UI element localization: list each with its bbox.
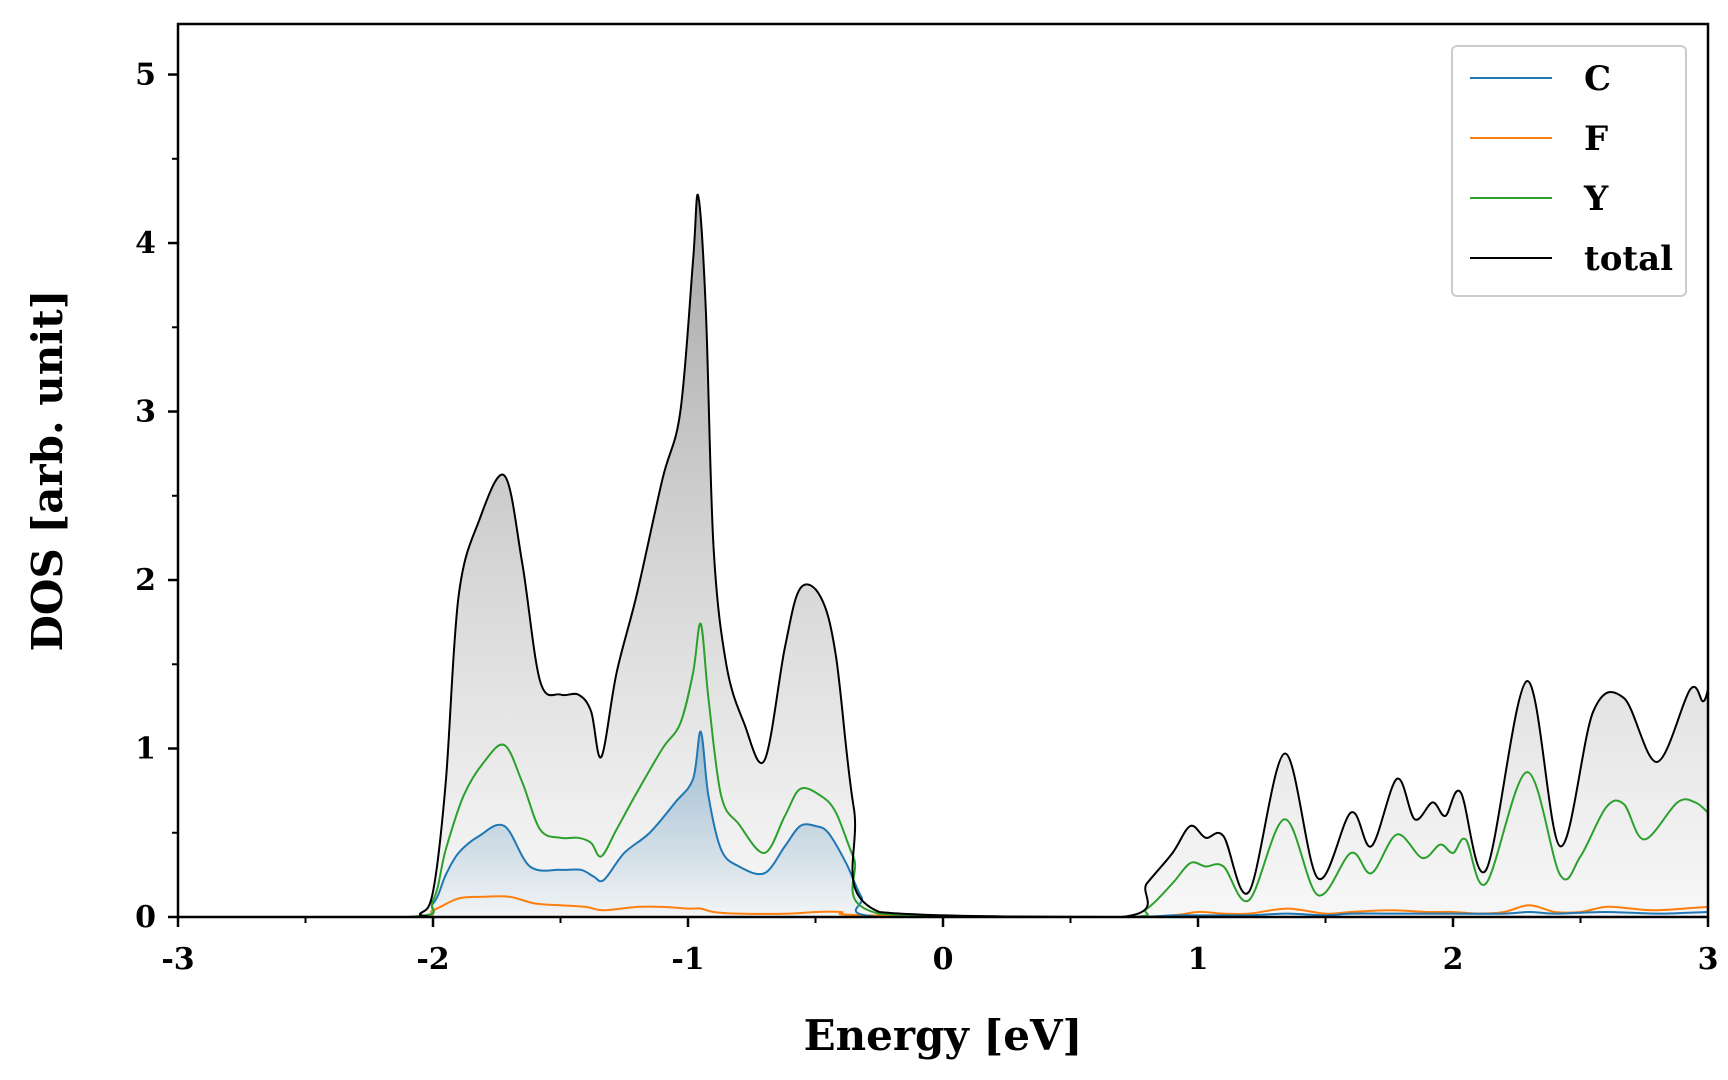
x-tick-label: -3 — [161, 942, 194, 977]
x-tick-label: 0 — [933, 942, 954, 977]
x-tick-label: -2 — [416, 942, 449, 977]
y-tick-label: 3 — [135, 395, 156, 430]
x-tick-label: 2 — [1443, 942, 1464, 977]
x-tick-label: 1 — [1188, 942, 1209, 977]
legend-box — [1451, 45, 1687, 297]
legend-label-total: total — [1584, 239, 1673, 279]
series-line-Y — [178, 622, 1709, 918]
y-tick-label: 0 — [135, 900, 156, 935]
legend-label-Y: Y — [1583, 179, 1609, 219]
y-tick-label: 4 — [135, 226, 156, 261]
ticks: -3 -2 -1 0 1 2 3 0 1 2 3 4 5 — [135, 58, 1718, 977]
legend-label-F: F — [1584, 119, 1608, 159]
fill-total — [178, 194, 1708, 918]
y-tick-label: 1 — [135, 732, 156, 767]
y-tick-label: 2 — [135, 563, 156, 598]
y-tick-label: 5 — [135, 58, 156, 93]
y-axis-label: DOS [arb. unit] — [23, 289, 72, 651]
series-line-C — [178, 730, 1709, 918]
x-axis-label: Energy [eV] — [804, 1011, 1083, 1060]
x-tick-label: 3 — [1698, 942, 1719, 977]
area-fills — [178, 194, 1708, 918]
series-line-total — [178, 193, 1709, 918]
legend-label-C: C — [1584, 59, 1611, 99]
x-tick-label: -1 — [671, 942, 704, 977]
series-lines — [178, 193, 1709, 918]
